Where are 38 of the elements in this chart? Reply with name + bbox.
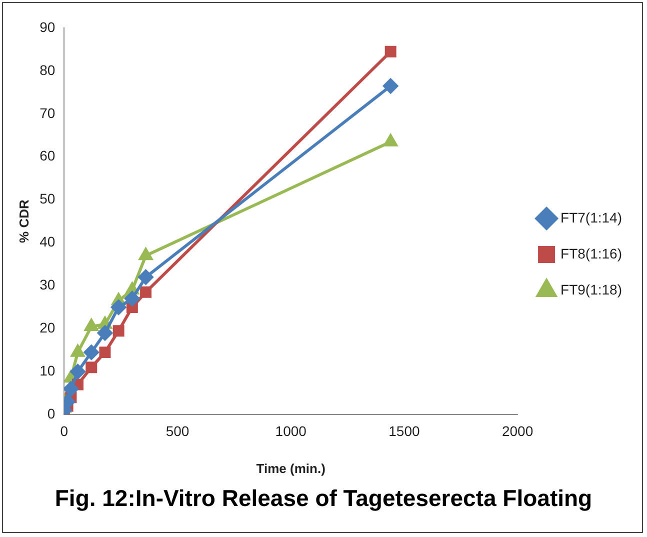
point — [70, 364, 86, 380]
point — [97, 325, 112, 340]
legend-label: FT9(1:18) — [560, 281, 622, 298]
x-axis-title: Time (min.) — [256, 460, 326, 476]
legend-label: FT7(1:14) — [560, 209, 622, 226]
x-tick-label: 0 — [60, 422, 68, 439]
y-tick-label: 20 — [40, 320, 56, 336]
y-tick-label: 70 — [40, 104, 56, 121]
y-tick-label: 90 — [40, 18, 56, 35]
point — [384, 134, 398, 146]
point — [111, 300, 126, 315]
y-tick-label: 0 — [47, 405, 56, 422]
y-tick-label: 80 — [40, 62, 56, 78]
point — [84, 319, 98, 332]
x-tick-label: 2000 — [502, 422, 534, 439]
point — [383, 78, 398, 94]
y-axis-title: % CDR — [16, 199, 32, 243]
x-tick-label: 1000 — [275, 422, 307, 439]
point — [86, 362, 98, 374]
y-tick-label: 30 — [40, 276, 56, 293]
y-tick-label: 60 — [40, 148, 56, 164]
point — [112, 325, 124, 337]
point — [138, 270, 154, 285]
x-tick-label: 500 — [166, 422, 190, 439]
point — [99, 346, 111, 358]
x-tick-label: 1500 — [388, 422, 420, 439]
point — [84, 344, 99, 360]
y-tick-label: 40 — [40, 234, 56, 250]
point — [384, 46, 396, 58]
legend-label: FT8(1:16) — [560, 245, 622, 262]
text: Fig. 12:In-Vitro Release of Tageteserecta Floating — [54, 485, 594, 512]
point — [140, 286, 152, 298]
point — [71, 344, 84, 357]
point — [139, 248, 152, 260]
y-tick-label: 50 — [40, 190, 56, 207]
point — [124, 291, 140, 306]
point — [64, 381, 78, 396]
y-tick-label: 10 — [40, 362, 56, 379]
